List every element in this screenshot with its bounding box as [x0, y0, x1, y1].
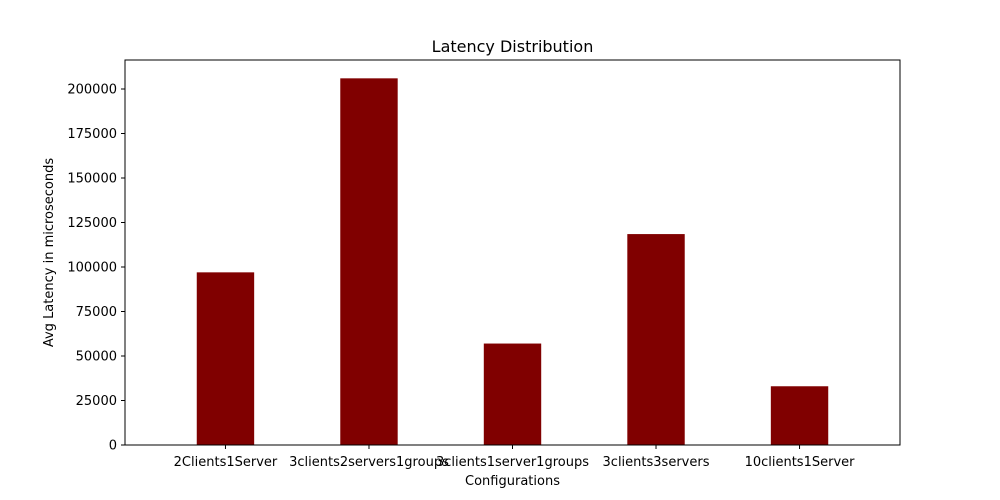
y-tick-label-3: 75000 — [76, 305, 117, 320]
bar-2 — [483, 343, 542, 445]
y-tick-label-5: 125000 — [67, 216, 117, 231]
x-tick-label-2: 3clients1server1groups — [436, 455, 589, 470]
y-tick-label-2: 50000 — [76, 350, 117, 365]
y-tick-label-8: 200000 — [67, 83, 117, 98]
x-tick-label-1: 3clients2servers1groups — [289, 455, 449, 470]
bar-4 — [770, 386, 829, 445]
y-axis-label: Avg Latency in microseconds — [42, 158, 57, 348]
y-tick-label-4: 100000 — [67, 261, 117, 276]
bar-3 — [627, 234, 685, 445]
y-tick-label-7: 175000 — [67, 127, 117, 142]
x-axis: 2Clients1Server 3clients2servers1groups3c… — [174, 445, 855, 470]
y-tick-label-1: 25000 — [76, 394, 117, 409]
x-tick-label-0: 2Clients1Server — [174, 455, 278, 470]
bar-0 — [196, 272, 255, 445]
y-axis: 0 25000 50000 75000 100000 125000 150000 175000… — [67, 83, 125, 454]
y-tick-label-6: 150000 — [67, 172, 117, 187]
x-axis-label: Configurations — [465, 474, 560, 489]
y-tick-label-0: 0 — [109, 439, 117, 454]
bar-1 — [340, 78, 398, 445]
x-tick-label-3: 3clients3servers — [603, 455, 710, 470]
x-tick-label-4: 10clients1Server — [745, 455, 856, 470]
bars — [196, 78, 829, 445]
chart-title: Latency Distribution — [432, 37, 594, 56]
